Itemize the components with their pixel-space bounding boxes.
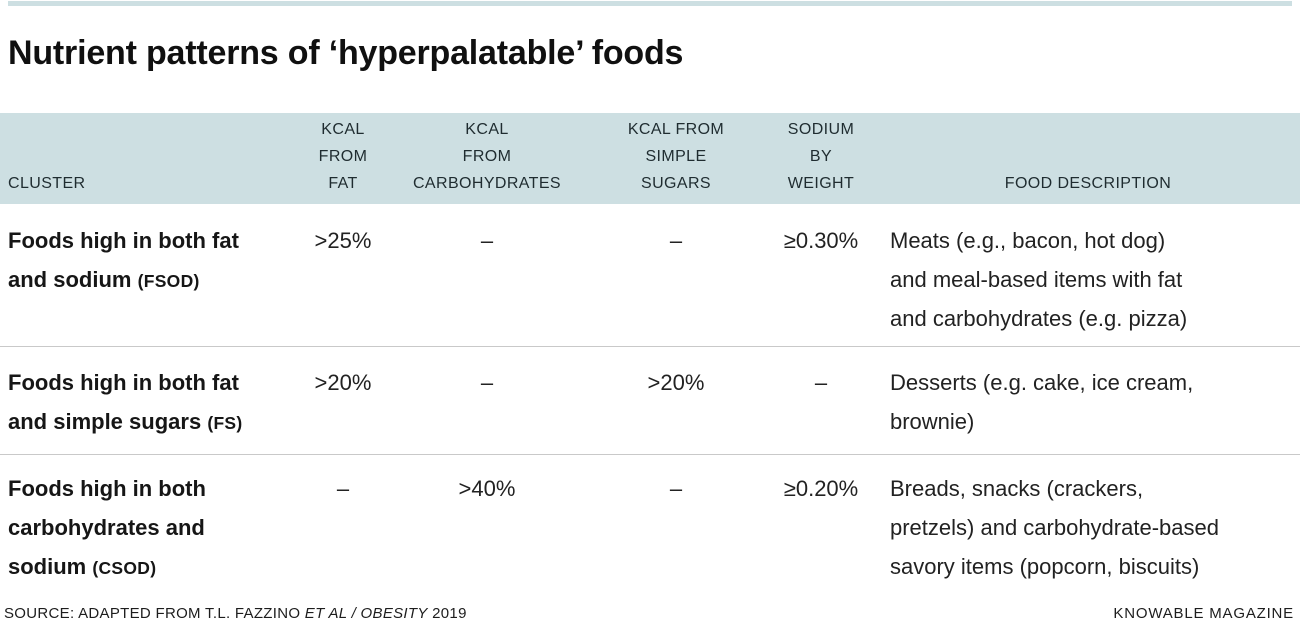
cell-cluster: Foods high in both fat and sodium (FSOD) — [8, 228, 239, 292]
table-row: Foods high in both fat and sodium (FSOD)… — [0, 204, 1300, 346]
cluster-code: (CSOD) — [92, 558, 157, 578]
column-header-kcal-from-fat: KCAL FROM FAT — [318, 121, 368, 192]
footer: SOURCE: ADAPTED FROM T.L. FAZZINO ET AL … — [0, 604, 1300, 624]
cell-kcal-from-fat: >20% — [314, 370, 372, 395]
cell-sodium-by-weight: – — [814, 370, 828, 395]
cell-kcal-from-fat: >25% — [314, 228, 372, 253]
column-header-kcal-from-simple-sugars: KCAL FROM SIMPLE SUGARS — [627, 121, 725, 192]
column-header-sodium-by-weight: SODIUM BY WEIGHT — [787, 121, 855, 192]
table-header-row: CLUSTER KCAL FROM FAT KCAL FROM CARBOHYD… — [0, 113, 1300, 204]
cell-food-description: Desserts (e.g. cake, ice cream, brownie) — [890, 370, 1194, 434]
source-journal: ET AL / OBESITY — [304, 605, 428, 622]
cell-food-description: Breads, snacks (crackers, pretzels) and … — [890, 476, 1219, 579]
cell-kcal-from-fat: – — [336, 476, 350, 501]
column-header-kcal-from-carbohydrates: KCAL FROM CARBOHYDRATES — [412, 121, 562, 192]
cell-food-description: Meats (e.g., bacon, hot dog) and meal-ba… — [890, 228, 1188, 331]
cell-kcal-from-simple-sugars: – — [669, 228, 683, 253]
cell-kcal-from-simple-sugars: – — [669, 476, 683, 501]
cell-sodium-by-weight: ≥0.30% — [783, 228, 859, 253]
publication-credit: KNOWABLE MAGAZINE — [1113, 605, 1294, 622]
cell-kcal-from-simple-sugars: >20% — [647, 370, 705, 395]
table-row: Foods high in both fat and simple sugars… — [0, 346, 1300, 454]
column-header-cluster: CLUSTER — [8, 175, 86, 192]
table-row: Foods high in both carbohydrates and sod… — [0, 454, 1300, 602]
cell-sodium-by-weight: ≥0.20% — [783, 476, 859, 501]
cell-cluster: Foods high in both carbohydrates and sod… — [8, 476, 206, 579]
cell-kcal-from-carbohydrates: – — [480, 228, 494, 253]
cell-kcal-from-carbohydrates: >40% — [458, 476, 516, 501]
column-header-food-description: FOOD DESCRIPTION — [1004, 175, 1172, 192]
cluster-code: (FSOD) — [137, 271, 200, 291]
cluster-code: (FS) — [207, 413, 243, 433]
cell-cluster: Foods high in both fat and simple sugars… — [8, 370, 243, 434]
table-body: Foods high in both fat and sodium (FSOD)… — [0, 204, 1300, 602]
source-credit: SOURCE: ADAPTED FROM T.L. FAZZINO ET AL … — [4, 605, 467, 622]
accent-top-bar — [8, 1, 1292, 6]
cell-kcal-from-carbohydrates: – — [480, 370, 494, 395]
page-title: Nutrient patterns of ‘hyperpalatable’ fo… — [8, 34, 684, 72]
